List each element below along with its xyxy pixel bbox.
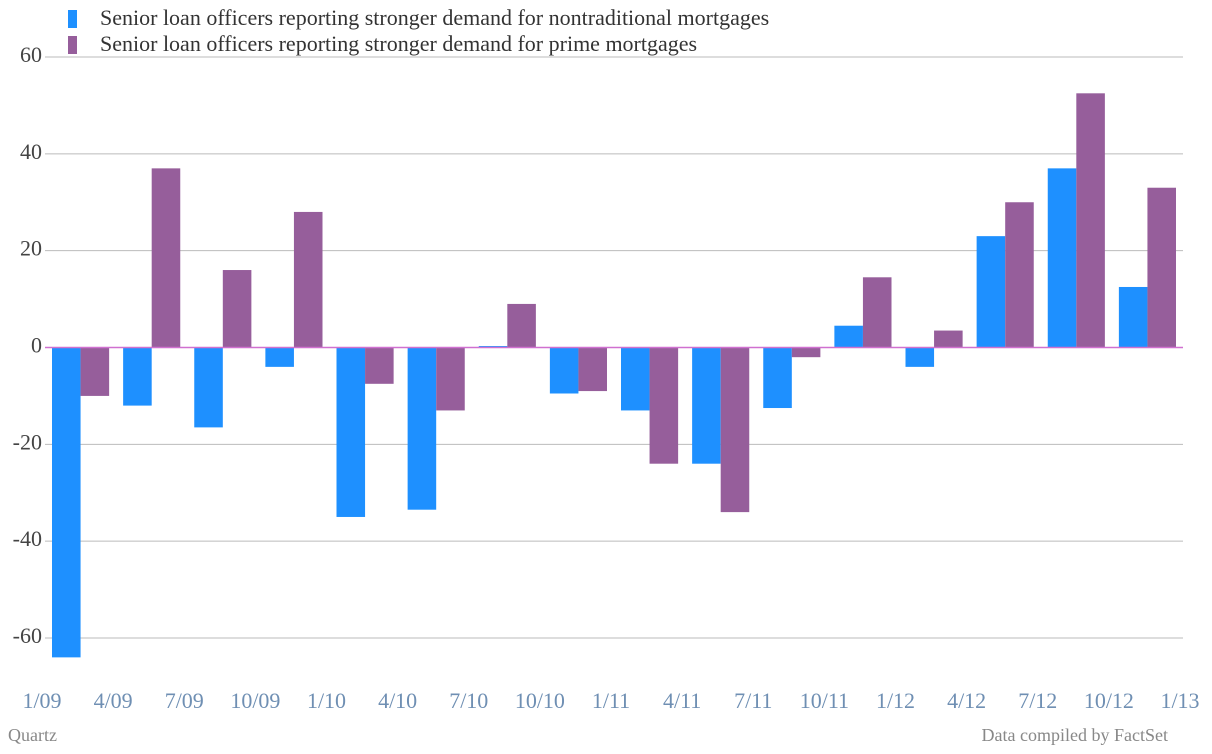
bar: [834, 325, 863, 348]
bar: [1147, 187, 1176, 348]
bar: [52, 347, 81, 658]
bar: [1005, 202, 1034, 348]
y-tick-label: 60: [20, 42, 42, 67]
bar: [905, 347, 935, 367]
credit: Quartz: [8, 725, 57, 745]
bar: [578, 347, 607, 392]
bar: [436, 347, 465, 411]
y-tick-label: 20: [20, 236, 42, 261]
x-tick-label: 1/09: [22, 688, 61, 713]
x-tick-label: 7/12: [1018, 688, 1057, 713]
bar: [720, 347, 750, 513]
y-tick-label: -20: [13, 429, 42, 454]
x-tick-label: 10/09: [230, 688, 280, 713]
bar: [407, 347, 437, 510]
legend-swatch: [68, 10, 77, 28]
bar: [365, 347, 394, 384]
bar: [791, 347, 821, 358]
bar: [151, 168, 181, 348]
y-tick-label: 40: [20, 139, 42, 164]
x-tick-label: 1/11: [592, 688, 630, 713]
x-tick-label: 4/12: [947, 688, 986, 713]
x-tick-label: 4/10: [378, 688, 417, 713]
x-tick-label: 1/13: [1160, 688, 1199, 713]
x-tick-label: 10/10: [515, 688, 565, 713]
bar: [80, 347, 110, 396]
x-tick-label: 1/12: [876, 688, 915, 713]
x-tick-label: 4/09: [94, 688, 133, 713]
x-tick-label: 4/11: [663, 688, 701, 713]
bar: [1076, 93, 1105, 348]
x-tick-label: 10/11: [800, 688, 849, 713]
bar: [293, 211, 323, 348]
x-tick-label: 7/11: [734, 688, 772, 713]
bar: [222, 270, 252, 348]
x-tick-label: 10/12: [1084, 688, 1134, 713]
y-tick-label: -40: [13, 526, 42, 551]
x-tick-label: 7/10: [449, 688, 488, 713]
bar: [1118, 286, 1148, 348]
bar: [194, 347, 223, 428]
bar: [649, 347, 679, 464]
bar: [763, 347, 792, 409]
legend-label: Senior loan officers reporting stronger …: [100, 5, 769, 30]
bar: [621, 347, 650, 411]
bar: [549, 347, 579, 394]
y-tick-label: -60: [13, 623, 42, 648]
bar: [692, 347, 721, 464]
bar: [123, 347, 152, 406]
bar: [1047, 168, 1077, 348]
bar: [976, 236, 1006, 348]
source: Data compiled by FactSet: [982, 725, 1168, 745]
bar: [507, 303, 536, 348]
y-tick-label: 0: [31, 333, 42, 358]
bar: [862, 277, 892, 348]
bar: [934, 330, 963, 348]
x-tick-label: 1/10: [307, 688, 346, 713]
legend-label: Senior loan officers reporting stronger …: [100, 31, 697, 56]
bar: [336, 347, 366, 517]
bar: [265, 347, 294, 367]
x-tick-label: 7/09: [165, 688, 204, 713]
legend-swatch: [68, 36, 77, 54]
